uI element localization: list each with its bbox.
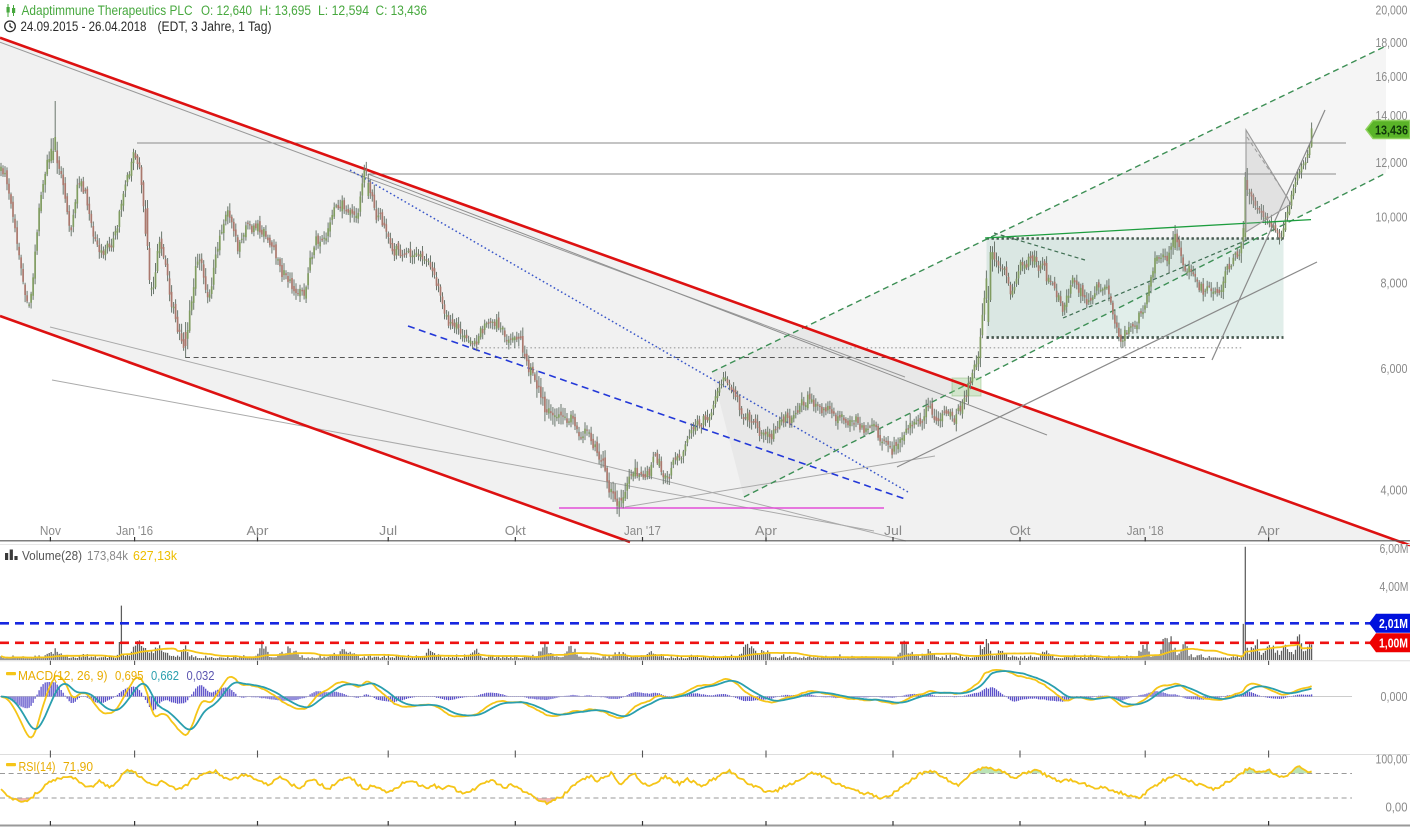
svg-text:13,436: 13,436 — [1375, 122, 1408, 137]
svg-text:0,662: 0,662 — [151, 668, 179, 683]
svg-text:Nov: Nov — [40, 523, 61, 538]
svg-text:8,000: 8,000 — [1381, 276, 1408, 291]
svg-text:Apr: Apr — [755, 523, 778, 538]
svg-text:12,000: 12,000 — [1376, 155, 1408, 170]
svg-text:Okt: Okt — [1010, 523, 1031, 538]
svg-text:1,00M: 1,00M — [1379, 637, 1408, 651]
svg-text:L: 12,594: L: 12,594 — [318, 3, 369, 18]
svg-text:627,13k: 627,13k — [133, 548, 177, 563]
svg-text:Jul: Jul — [884, 523, 902, 538]
svg-text:0,032: 0,032 — [187, 668, 215, 683]
svg-text:2,01M: 2,01M — [1379, 617, 1408, 631]
svg-text:24.09.2015 - 26.04.2018: 24.09.2015 - 26.04.2018 — [21, 19, 147, 34]
svg-text:Apr: Apr — [247, 523, 270, 538]
svg-text:MACD(12, 26, 9): MACD(12, 26, 9) — [18, 668, 108, 683]
svg-text:Jan '17: Jan '17 — [624, 523, 661, 538]
svg-text:100,00: 100,00 — [1376, 752, 1408, 767]
svg-text:Jan '18: Jan '18 — [1127, 523, 1164, 538]
svg-text:0,00: 0,00 — [1386, 800, 1408, 815]
svg-text:Volume(28): Volume(28) — [22, 548, 82, 563]
svg-text:10,000: 10,000 — [1376, 209, 1408, 224]
svg-text:71,90: 71,90 — [63, 759, 93, 774]
svg-text:0,695: 0,695 — [115, 668, 144, 683]
svg-text:C: 13,436: C: 13,436 — [376, 3, 428, 18]
svg-text:4,00M: 4,00M — [1380, 579, 1409, 594]
svg-text:RSI(14): RSI(14) — [19, 759, 56, 774]
svg-text:173,84k: 173,84k — [87, 548, 128, 563]
svg-text:20,000: 20,000 — [1376, 3, 1408, 18]
svg-text:(EDT, 3 Jahre, 1 Tag): (EDT, 3 Jahre, 1 Tag) — [158, 19, 272, 34]
svg-text:18,000: 18,000 — [1376, 35, 1408, 50]
svg-text:H: 13,695: H: 13,695 — [260, 3, 312, 18]
svg-text:4,000: 4,000 — [1381, 483, 1408, 498]
svg-text:0,000: 0,000 — [1381, 689, 1408, 704]
svg-text:14,000: 14,000 — [1376, 108, 1408, 123]
svg-text:Apr: Apr — [1258, 523, 1281, 538]
svg-text:Okt: Okt — [505, 523, 526, 538]
svg-text:16,000: 16,000 — [1376, 69, 1408, 84]
svg-text:Jan '16: Jan '16 — [116, 523, 153, 538]
svg-text:O: 12,640: O: 12,640 — [201, 3, 252, 18]
svg-text:Jul: Jul — [379, 523, 397, 538]
svg-text:6,000: 6,000 — [1381, 361, 1408, 376]
svg-text:6,00M: 6,00M — [1380, 541, 1409, 556]
svg-text:Adaptimmune Therapeutics PLC: Adaptimmune Therapeutics PLC — [22, 3, 193, 18]
